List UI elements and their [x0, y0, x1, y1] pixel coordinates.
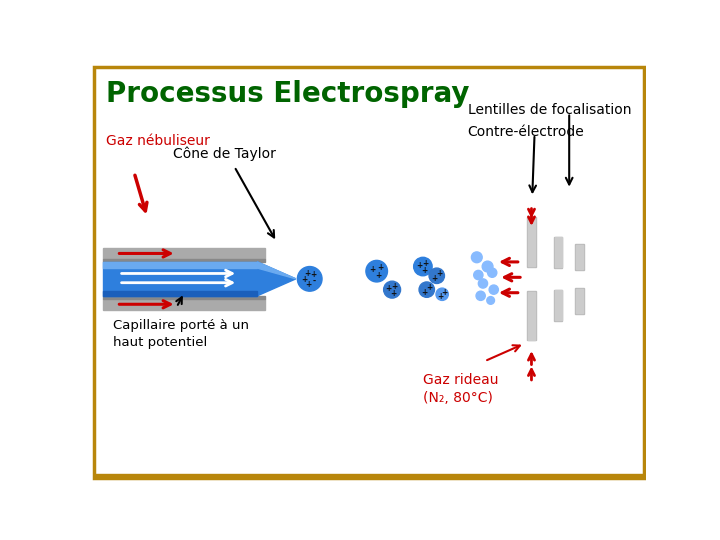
Bar: [575, 244, 584, 269]
Bar: [554, 289, 562, 321]
Bar: [104, 262, 257, 296]
Bar: [527, 217, 536, 267]
Text: +: +: [421, 288, 428, 296]
Text: +: +: [304, 269, 310, 279]
Circle shape: [297, 267, 322, 291]
Circle shape: [366, 260, 387, 282]
Bar: [104, 262, 257, 268]
Circle shape: [436, 288, 449, 300]
Bar: [104, 248, 265, 259]
Text: Processus Electrospray: Processus Electrospray: [106, 80, 469, 108]
Bar: [104, 291, 257, 296]
Bar: [528, 292, 536, 340]
Text: +: +: [306, 280, 312, 289]
Text: +: +: [436, 269, 442, 278]
Circle shape: [472, 252, 482, 262]
Circle shape: [487, 296, 495, 304]
Circle shape: [419, 282, 434, 298]
Text: Cône de Taylor: Cône de Taylor: [173, 146, 276, 161]
Bar: [104, 296, 265, 299]
Polygon shape: [257, 262, 296, 296]
Text: +: +: [441, 288, 447, 297]
Circle shape: [384, 281, 400, 298]
Circle shape: [487, 268, 497, 278]
Bar: [94, 474, 644, 478]
Circle shape: [429, 268, 444, 284]
Text: +: +: [421, 266, 427, 275]
Text: +: +: [375, 271, 381, 280]
Text: +: +: [310, 271, 317, 279]
Text: +: +: [426, 282, 432, 292]
Text: Gaz rideau
(N₂, 80°C): Gaz rideau (N₂, 80°C): [423, 373, 498, 405]
Bar: [104, 259, 265, 262]
Text: Gaz nébuliseur: Gaz nébuliseur: [106, 134, 210, 148]
Polygon shape: [257, 262, 296, 279]
Text: +: +: [301, 275, 307, 284]
Text: Capillaire porté à un
haut potentiel: Capillaire porté à un haut potentiel: [113, 319, 249, 349]
Bar: [554, 237, 562, 267]
Text: +: +: [437, 292, 444, 301]
Bar: [575, 288, 584, 314]
Bar: [554, 291, 562, 320]
Text: +: +: [392, 282, 398, 292]
Text: +: +: [377, 263, 383, 272]
Text: +: +: [369, 265, 375, 274]
Bar: [528, 218, 536, 266]
Text: +: +: [415, 261, 422, 270]
Bar: [576, 289, 583, 313]
Circle shape: [414, 257, 432, 276]
Circle shape: [489, 285, 498, 294]
Circle shape: [476, 291, 485, 300]
Text: -: -: [313, 277, 316, 286]
Text: Lentilles de focalisation: Lentilles de focalisation: [467, 103, 631, 117]
Text: +: +: [390, 289, 396, 298]
Bar: [576, 245, 583, 269]
Bar: [104, 299, 265, 309]
Text: +: +: [431, 274, 438, 283]
Circle shape: [482, 261, 493, 272]
Text: +: +: [385, 284, 392, 293]
Text: +: +: [423, 259, 429, 268]
Bar: [527, 291, 536, 340]
Circle shape: [474, 271, 483, 280]
Text: Contre-électrode: Contre-électrode: [467, 125, 585, 139]
Circle shape: [478, 279, 487, 288]
Bar: [554, 237, 562, 268]
